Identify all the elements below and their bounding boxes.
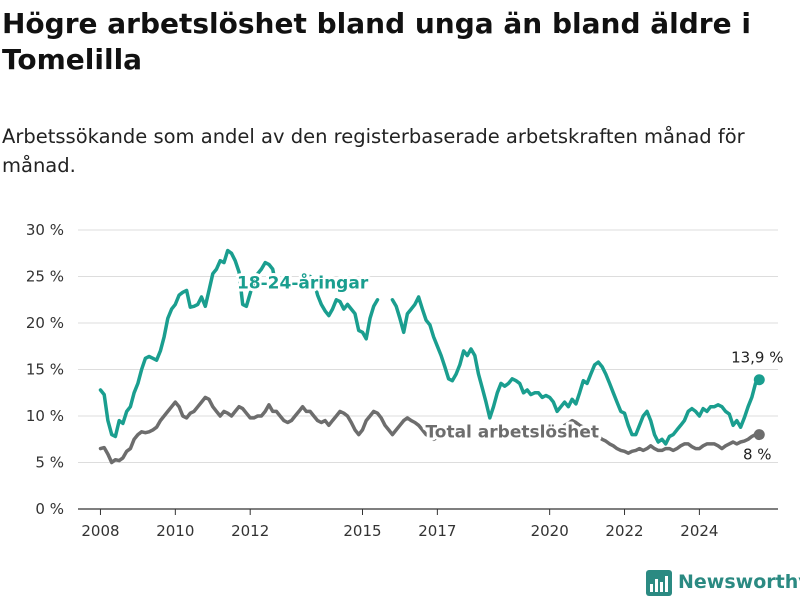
series-line-total: [562, 418, 762, 455]
chart-subtitle: Arbetssökande som andel av den registerb…: [2, 125, 745, 177]
y-tick-label: 25 %: [26, 268, 64, 286]
series-name-label-youth: 18-24-åringar: [237, 272, 369, 294]
series-end-label-total: 8 %: [743, 446, 772, 464]
series-line-youth: [390, 295, 762, 446]
y-tick-label: 15 %: [26, 361, 64, 379]
gridlines: [78, 229, 778, 510]
y-tick-label: 5 %: [35, 454, 64, 472]
x-tick-label: 2015: [343, 522, 381, 540]
y-tick-label: 20 %: [26, 314, 64, 332]
x-tick-label: 2017: [418, 522, 456, 540]
series-end-label-youth: 13,9 %: [731, 349, 783, 367]
series-line-youth: [98, 248, 279, 439]
newsworthy-chart-logo-icon: [646, 570, 672, 596]
x-tick-label: 2008: [81, 522, 119, 540]
series-name-halo: Total arbetslöshet: [425, 422, 599, 442]
series-name-label-total: Total arbetslöshet: [425, 422, 599, 442]
x-tick-label: 2012: [231, 522, 269, 540]
x-tick-label: 2010: [156, 522, 194, 540]
series-end-point-total: [753, 429, 765, 441]
y-tick-label: 0 %: [35, 500, 64, 518]
brand-name: Newsworthy: [678, 571, 800, 593]
x-tick-label: 2022: [605, 522, 643, 540]
series-end-point-youth: [753, 374, 765, 386]
x-tick-label: 2020: [531, 522, 569, 540]
series-lines: [98, 248, 765, 465]
y-tick-label: 10 %: [26, 407, 64, 425]
series-line-youth: [304, 274, 380, 341]
y-tick-label: 30 %: [26, 221, 64, 239]
axes: 0 % 5 % 10 % 15 % 20 % 25 % 30 % 2008 2010 2012 20…: [26, 221, 719, 540]
series-name-halo: 18-24-åringar: [237, 272, 369, 294]
series-line-total: [98, 395, 443, 465]
chart-title: Högre arbetslöshet bland unga än bland ä…: [2, 7, 751, 76]
x-tick-label: 2024: [680, 522, 718, 540]
